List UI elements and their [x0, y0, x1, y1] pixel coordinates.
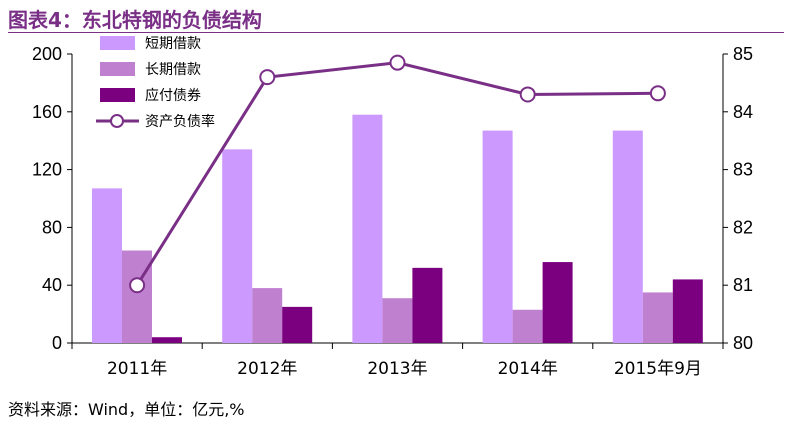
line-point — [129, 277, 146, 294]
y-right-tick-label: 82 — [733, 217, 753, 237]
y-left-tick-label: 40 — [42, 275, 62, 295]
line-point — [519, 86, 536, 103]
bar — [152, 337, 182, 343]
bar — [92, 188, 122, 343]
bar — [642, 292, 673, 343]
y-left-tick-label: 120 — [32, 160, 62, 180]
line-point — [389, 54, 406, 71]
line-point — [259, 69, 276, 86]
y-right-tick-label: 80 — [733, 333, 753, 353]
y-right-tick-label: 81 — [733, 275, 753, 295]
bar — [352, 114, 383, 343]
bar — [512, 309, 543, 343]
figure-title: 图表4：东北特钢的负债结构 — [8, 8, 262, 32]
bar — [252, 288, 283, 343]
y-left-tick-label: 0 — [52, 333, 62, 353]
title-divider — [8, 32, 784, 33]
chart-bars — [92, 114, 703, 343]
bar — [412, 267, 443, 343]
bar — [612, 130, 643, 343]
line-point — [649, 85, 666, 102]
bar — [482, 130, 513, 343]
y-right-tick-label: 83 — [733, 160, 753, 180]
x-tick-label: 2014年 — [498, 359, 558, 379]
legend-label: 资产负债率 — [145, 113, 215, 130]
legend-swatch — [100, 36, 135, 50]
y-left-tick-label: 160 — [32, 102, 62, 122]
x-tick-label: 2011年 — [107, 359, 167, 379]
bar — [672, 279, 703, 343]
legend-swatch — [100, 88, 135, 102]
figure-source: 资料来源：Wind，单位：亿元,% — [8, 400, 245, 419]
legend-label: 应付债券 — [145, 87, 201, 104]
x-tick-label: 2012年 — [237, 359, 297, 379]
y-right-tick-label: 85 — [733, 44, 753, 64]
bar — [382, 298, 413, 343]
bar — [282, 306, 313, 343]
legend-label: 短期借款 — [145, 36, 201, 52]
legend-marker — [110, 114, 124, 128]
y-left-tick-label: 200 — [32, 44, 62, 64]
y-right-tick-label: 84 — [733, 102, 753, 122]
x-tick-label: 2013年 — [367, 359, 427, 379]
series-line — [135, 61, 658, 286]
bar — [222, 149, 253, 343]
legend-label: 长期借款 — [145, 62, 201, 78]
chart-line — [129, 54, 666, 294]
bar — [122, 250, 152, 343]
y-left-tick-label: 80 — [42, 217, 62, 237]
x-tick-label: 2015年9月 — [614, 359, 702, 379]
bar — [542, 262, 573, 343]
legend-swatch — [100, 62, 135, 76]
